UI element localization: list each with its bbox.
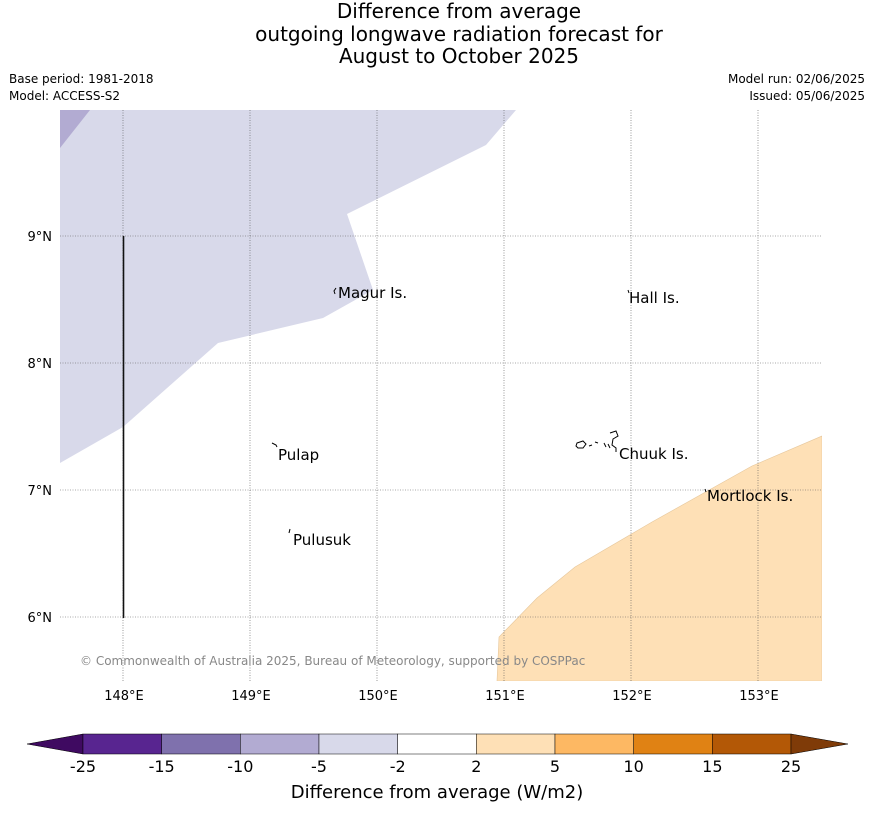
island-pulusuk (288, 528, 291, 534)
lat-tick-8n: 8°N (28, 357, 53, 372)
colorbar-ticks: -25 -15 -10 -5 -2 2 5 10 15 25 (70, 757, 801, 776)
lat-tick-6n: 6°N (28, 611, 53, 626)
colorbar-extend-high (790, 733, 849, 755)
colorbar-segments (26, 733, 849, 755)
colorbar-tick-label: 10 (623, 757, 643, 776)
colorbar-segment (397, 733, 477, 755)
meta-right: Model run: 02/06/2025 Issued: 05/06/2025 (728, 71, 865, 105)
model-run: Model run: 02/06/2025 (727, 72, 865, 86)
lon-tick-152e: 152°E (612, 689, 652, 704)
base-period: Base period: 1981-2018 (9, 72, 154, 86)
island-hall (627, 289, 630, 294)
colorbar-extend-low (26, 733, 84, 755)
copyright-text: © Commonwealth of Australia 2025, Bureau… (80, 654, 585, 668)
anomaly-region-light-purple (60, 110, 516, 463)
lat-tick-labels: 9°N 8°N 7°N 6°N (28, 230, 53, 626)
lon-tick-149e: 149°E (231, 689, 271, 704)
lon-tick-148e: 148°E (104, 689, 144, 704)
lat-tick-9n: 9°N (28, 230, 53, 245)
label-hall: Hall Is. (629, 289, 680, 307)
label-pulap: Pulap (278, 446, 319, 464)
colorbar-tick-label: 5 (550, 757, 560, 776)
anomaly-region-purple (60, 110, 90, 148)
colorbar-segment (554, 733, 634, 755)
issued-date: Issued: 05/06/2025 (749, 89, 865, 103)
map-title: Difference from average outgoing longwav… (0, 0, 873, 68)
colorbar-segment (633, 733, 713, 755)
colorbar-tick-label: -10 (227, 757, 253, 776)
colorbar-segment (318, 733, 398, 755)
title-line-3: August to October 2025 (338, 44, 580, 68)
colorbar-segment (712, 733, 792, 755)
label-magur: Magur Is. (338, 284, 407, 302)
place-labels: Magur Is. Hall Is. Pulap Chuuk Is. Mortl… (278, 284, 793, 549)
island-magur (333, 287, 337, 295)
lon-tick-153e: 153°E (739, 689, 779, 704)
island-pulap (271, 442, 278, 448)
anomaly-region-orange (496, 435, 822, 681)
colorbar-tick-label: -2 (390, 757, 406, 776)
colorbar-tick-label: 2 (471, 757, 481, 776)
colorbar: -25 -15 -10 -5 -2 2 5 10 15 25 Difference from av… (26, 733, 849, 803)
meta-left: Base period: 1981-2018 Model: ACCESS-S2 (9, 71, 154, 105)
label-mortlock: Mortlock Is. (707, 487, 793, 505)
lat-tick-7n: 7°N (28, 484, 53, 499)
lon-tick-labels: 148°E 149°E 150°E 151°E 152°E 153°E (104, 689, 779, 704)
colorbar-tick-label: -15 (149, 757, 175, 776)
colorbar-tick-label: 25 (781, 757, 801, 776)
label-chuuk: Chuuk Is. (619, 445, 688, 463)
map-area (60, 110, 822, 681)
colorbar-segment (476, 733, 556, 755)
colorbar-tick-label: -5 (311, 757, 327, 776)
lon-tick-151e: 151°E (485, 689, 525, 704)
colorbar-tick-label: 15 (702, 757, 722, 776)
islands (271, 287, 707, 534)
colorbar-tick-label: -25 (70, 757, 96, 776)
island-mortlock (704, 488, 707, 493)
title-line-1: Difference from average (336, 0, 582, 23)
model-name: Model: ACCESS-S2 (9, 89, 121, 103)
colorbar-label: Difference from average (W/m2) (291, 782, 583, 803)
colorbar-segment (240, 733, 320, 755)
colorbar-segment (161, 733, 241, 755)
lon-tick-150e: 150°E (358, 689, 398, 704)
colorbar-segment (82, 733, 162, 755)
label-pulusuk: Pulusuk (293, 531, 351, 549)
island-chuuk (575, 430, 619, 452)
title-line-2: outgoing longwave radiation forecast for (255, 21, 663, 46)
